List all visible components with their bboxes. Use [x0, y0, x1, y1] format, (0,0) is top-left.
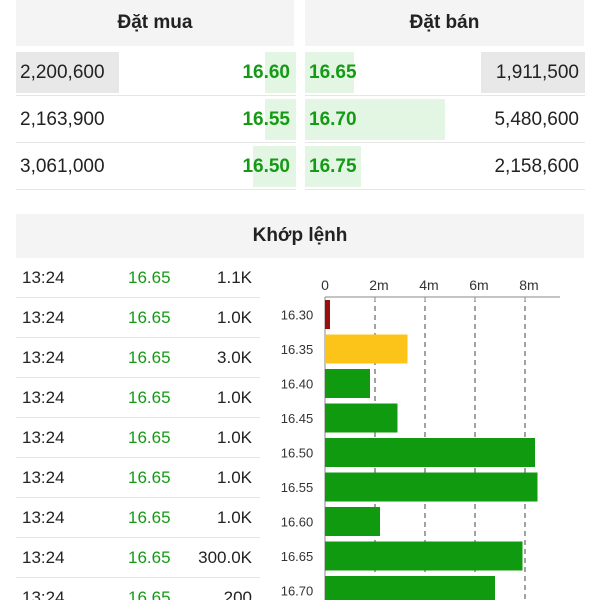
- volume-bar: [325, 576, 495, 600]
- trade-row[interactable]: 13:24 16.65 1.0K: [16, 498, 260, 538]
- trade-time: 13:24: [22, 468, 65, 487]
- trade-volume: 200: [223, 588, 252, 600]
- buy-qty: 2,200,600: [20, 62, 105, 83]
- trade-price: 16.65: [128, 508, 171, 527]
- trade-time: 13:24: [22, 428, 65, 447]
- buy-order-row[interactable]: 3,061,000 16.50: [16, 144, 296, 190]
- trade-price: 16.65: [128, 588, 171, 600]
- trade-volume: 1.0K: [217, 428, 252, 447]
- buy-depth-bar: [265, 99, 296, 140]
- volume-by-price-chart: 0 2m 4m 6m 8m 16.30 16.35 16.40 16.45 16.50 16.55 1…: [281, 277, 560, 600]
- trade-time: 13:24: [22, 308, 65, 327]
- buy-qty: 3,061,000: [20, 156, 105, 177]
- trade-time: 13:24: [22, 548, 65, 567]
- trade-volume: 1.0K: [217, 508, 252, 527]
- price-level-label: 16.35: [281, 342, 314, 357]
- trade-price: 16.65: [128, 268, 171, 287]
- sell-orders-header: Đặt bán: [305, 0, 584, 46]
- trade-price: 16.65: [128, 428, 171, 447]
- trade-row[interactable]: 13:24 16.65 300.0K: [16, 538, 260, 578]
- trade-price: 16.65: [128, 388, 171, 407]
- volume-bar: [325, 403, 398, 433]
- trade-price: 16.65: [128, 468, 171, 487]
- price-level-label: 16.55: [281, 480, 314, 495]
- buy-depth-bar: [253, 146, 296, 187]
- trade-time: 13:24: [22, 388, 65, 407]
- buy-price: 16.50: [242, 156, 290, 177]
- buy-price: 16.60: [242, 62, 290, 83]
- trade-volume: 1.1K: [217, 268, 252, 287]
- price-level-label: 16.60: [281, 515, 314, 530]
- sell-price: 16.65: [309, 62, 357, 83]
- trade-row[interactable]: 13:24 16.65 1.0K: [16, 378, 260, 418]
- volume-bar: [325, 300, 330, 329]
- price-level-label: 16.65: [281, 549, 314, 564]
- sell-order-row[interactable]: 16.75 2,158,600: [305, 144, 585, 190]
- trade-volume: 1.0K: [217, 308, 252, 327]
- qty-highlight: [16, 52, 119, 93]
- volume-bar: [325, 507, 380, 536]
- price-level-label: 16.45: [281, 411, 314, 426]
- sell-qty: 5,480,600: [494, 109, 579, 130]
- trade-price: 16.65: [128, 548, 171, 567]
- trade-row[interactable]: 13:24 16.65 3.0K: [16, 338, 260, 378]
- trade-time: 13:24: [22, 508, 65, 527]
- trade-time: 13:24: [22, 348, 65, 367]
- trade-volume: 300.0K: [198, 548, 252, 567]
- trade-price: 16.65: [128, 348, 171, 367]
- volume-bar: [325, 334, 408, 364]
- price-level-label: 16.70: [281, 584, 314, 599]
- buy-depth-bar: [265, 52, 296, 93]
- buy-order-row[interactable]: 2,200,600 16.60: [16, 50, 296, 96]
- x-tick-label: 4m: [419, 277, 438, 293]
- sell-order-row[interactable]: 16.65 1,911,500: [305, 50, 585, 96]
- price-level-label: 16.30: [281, 308, 314, 323]
- x-tick-label: 2m: [369, 277, 388, 293]
- volume-bar: [325, 541, 523, 571]
- sell-qty: 1,911,500: [495, 62, 579, 83]
- trade-volume: 1.0K: [217, 468, 252, 487]
- volume-bar: [325, 369, 370, 398]
- trade-time: 13:24: [22, 268, 65, 287]
- price-level-label: 16.40: [281, 377, 314, 392]
- qty-highlight: [481, 52, 585, 93]
- volume-bar: [325, 438, 535, 467]
- sell-depth-bar: [305, 52, 354, 93]
- trade-row[interactable]: 13:24 16.65 1.0K: [16, 418, 260, 458]
- trade-row[interactable]: 13:24 16.65 200: [16, 578, 260, 600]
- x-tick-label: 0: [321, 277, 329, 293]
- x-tick-label: 8m: [519, 277, 538, 293]
- buy-qty: 2,163,900: [20, 109, 105, 130]
- trade-price: 16.65: [128, 308, 171, 327]
- sell-depth-bar: [305, 146, 361, 187]
- matched-orders-header: Khớp lệnh: [16, 214, 584, 258]
- trade-volume: 3.0K: [217, 348, 252, 367]
- x-tick-label: 6m: [469, 277, 488, 293]
- buy-order-row[interactable]: 2,163,900 16.55: [16, 97, 296, 143]
- trade-row[interactable]: 13:24 16.65 1.0K: [16, 458, 260, 498]
- trade-row[interactable]: 13:24 16.65 1.0K: [16, 298, 260, 338]
- sell-price: 16.70: [309, 109, 357, 130]
- trade-row[interactable]: 13:24 16.65 1.1K: [16, 258, 260, 298]
- sell-qty: 2,158,600: [494, 156, 579, 177]
- sell-price: 16.75: [309, 156, 357, 177]
- sell-depth-bar: [305, 99, 445, 140]
- volume-bar: [325, 472, 538, 502]
- sell-order-row[interactable]: 16.70 5,480,600: [305, 97, 585, 143]
- trade-time: 13:24: [22, 588, 65, 600]
- price-level-label: 16.50: [281, 446, 314, 461]
- buy-price: 16.55: [242, 109, 290, 130]
- buy-orders-header: Đặt mua: [16, 0, 294, 46]
- trade-volume: 1.0K: [217, 388, 252, 407]
